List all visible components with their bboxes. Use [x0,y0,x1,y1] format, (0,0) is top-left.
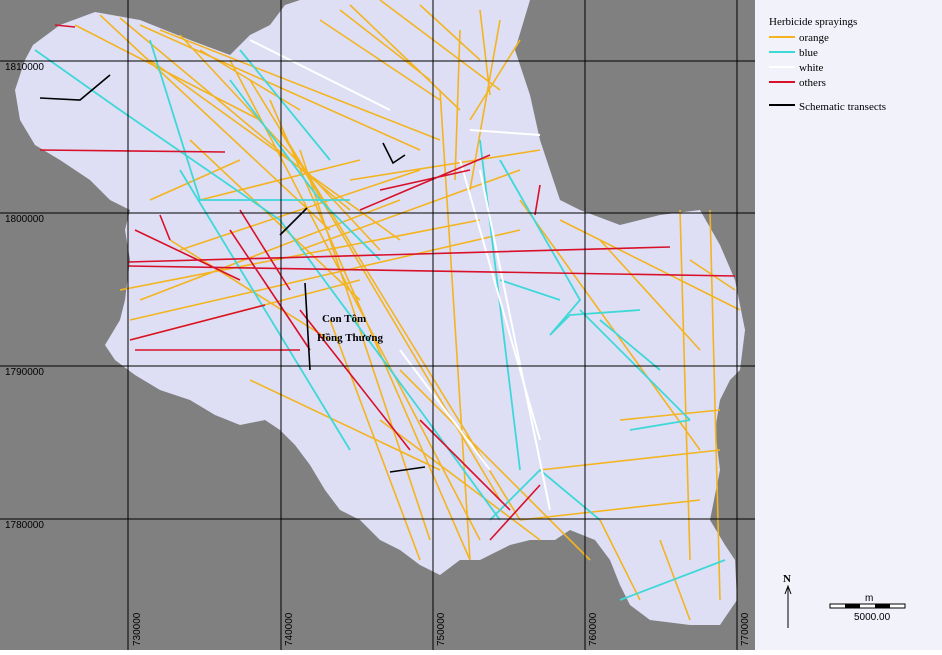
easting-label: 760000 [588,612,599,646]
northing-label: 1790000 [5,367,44,378]
place-label: Hồng Thương [317,332,383,344]
northing-label: 1810000 [5,62,44,73]
northing-label: 1800000 [5,214,44,225]
other-sprayings [39,24,736,541]
grid [0,0,755,650]
north-arrow [784,584,792,628]
easting-label: 750000 [436,612,447,646]
scale-bar-segment [845,604,860,608]
north-arrow-label: N [783,573,791,585]
province-area [15,0,745,625]
schematic-transects [39,74,426,473]
northing-label: 1780000 [5,520,44,531]
place-label: Con Tôm [322,313,366,325]
legend-item: white [799,62,824,74]
white-sprayings [249,39,551,511]
blue-sprayings [34,39,726,601]
easting-label: 770000 [740,612,751,646]
legend-item: Schematic transects [799,101,886,113]
scale-bar-segment [875,604,890,608]
orange-sprayings [74,0,741,621]
legend-panel [755,0,942,650]
legend-title: Herbicide sprayings [769,16,857,28]
legend-item: others [799,77,826,89]
easting-label: 730000 [132,612,143,646]
easting-label: 740000 [284,612,295,646]
scale-unit: m [865,593,873,604]
scale-bar [829,603,906,609]
scale-length: 5000.00 [854,612,891,623]
legend-item: blue [799,47,818,59]
legend-item: orange [799,32,829,44]
